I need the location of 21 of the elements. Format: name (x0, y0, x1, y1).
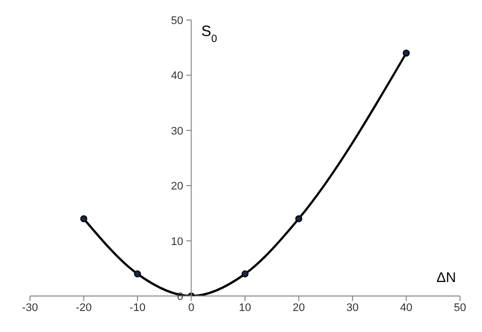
y-axis-title: S$_{0}$ (201, 23, 218, 45)
y-tick-label: 30 (171, 125, 184, 138)
x-tick-label: -10 (130, 302, 146, 314)
x-tick-label: 10 (238, 302, 252, 314)
point (134, 270, 141, 278)
point (242, 270, 248, 278)
x-tick-label: 40 (400, 302, 412, 314)
y-tick-label: 20 (171, 180, 184, 193)
x-axis-title: ΔN (436, 269, 456, 285)
x-tick-label: -30 (22, 302, 38, 314)
y-tick-label: 10 (171, 236, 184, 248)
x-tick-label: 50 (454, 302, 466, 314)
point (295, 215, 302, 222)
x-tick-label: -20 (76, 302, 92, 314)
x-tick-label: 30 (346, 302, 359, 314)
y-tick-label: 40 (171, 70, 184, 82)
point (80, 215, 88, 222)
y-tick-label: 50 (171, 15, 184, 27)
point (402, 50, 410, 57)
x-tick-label: 20 (292, 302, 305, 314)
x-tick-label: 0 (188, 302, 194, 314)
